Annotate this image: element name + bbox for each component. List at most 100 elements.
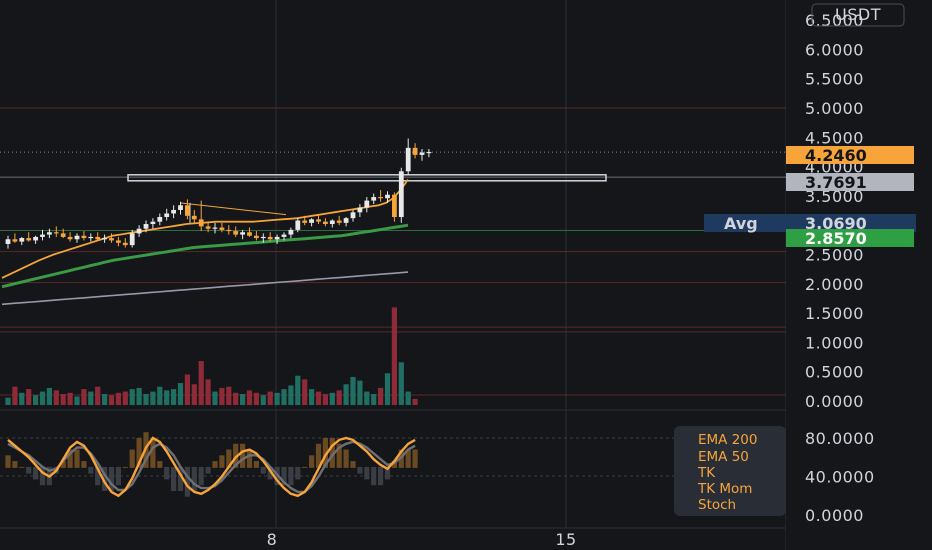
oscillator-histogram-bar — [219, 455, 225, 468]
price-tag-background — [786, 146, 914, 164]
oscillator-tick-label: 0.0000 — [805, 506, 864, 525]
volume-bar — [5, 397, 11, 405]
candle-body — [274, 236, 280, 240]
candle-body — [26, 238, 32, 241]
avg-tag-background — [704, 214, 916, 232]
oscillator-histogram-bar — [371, 466, 377, 486]
horizontal-levels — [0, 107, 786, 396]
candle-body — [53, 232, 59, 234]
candle-body — [398, 171, 404, 217]
candle-body — [205, 226, 211, 229]
currency-label[interactable]: USDT — [811, 3, 905, 27]
volume-bar — [378, 387, 384, 405]
candle-body — [267, 236, 273, 240]
volume-bar — [350, 376, 356, 405]
volume-bar — [219, 387, 225, 405]
oscillator-histogram-bar — [412, 449, 418, 468]
candle-body — [150, 221, 156, 225]
candle-body — [5, 239, 11, 244]
volume-bar — [102, 394, 108, 405]
volume-bar — [108, 395, 115, 405]
volume-bars — [5, 307, 418, 405]
volume-bar — [191, 384, 197, 405]
candle-body — [357, 207, 363, 213]
oscillator-histogram-bar — [88, 466, 94, 474]
candle-body — [67, 236, 73, 240]
oscillator-histogram-bar — [253, 461, 259, 468]
candle-body — [385, 194, 390, 199]
price-tick-label: 5.0000 — [805, 99, 864, 118]
volume-bar — [33, 395, 39, 405]
price-tick-label: 6.0000 — [805, 40, 864, 59]
oscillator-k-line — [7, 436, 416, 498]
oscillator-histogram-bar — [12, 461, 18, 468]
volume-bar — [302, 379, 308, 405]
candle-body — [198, 219, 204, 227]
indicator-legend-item[interactable]: EMA 200 — [698, 432, 757, 448]
oscillator-histogram-bar — [81, 461, 87, 468]
candle-body — [129, 233, 135, 246]
volume-bar — [122, 391, 128, 405]
oscillator-histogram-bar — [302, 466, 308, 468]
candle-body — [40, 234, 45, 237]
oscillator-histogram-bar — [60, 461, 66, 468]
volume-bar — [184, 374, 190, 405]
candle-body — [254, 235, 259, 239]
volume-bar — [164, 390, 170, 405]
price-tag-value: 2.8570 — [805, 229, 867, 248]
volume-bar — [136, 387, 142, 405]
candle-body — [371, 197, 377, 201]
currency-text: USDT — [835, 5, 881, 24]
price-tag-background — [786, 173, 914, 191]
oscillator-histogram-bar — [357, 466, 363, 474]
price-tick-label: 4.5000 — [805, 128, 864, 147]
oscillator-histogram-bar — [405, 449, 411, 468]
price-tick-label: 0.0000 — [805, 392, 864, 411]
price-tick-label: 1.0000 — [805, 333, 864, 352]
candle-body — [12, 239, 18, 242]
oscillator-histogram-bar — [67, 449, 73, 468]
candles — [5, 138, 432, 249]
indicator-legend-item[interactable]: TK Mom — [697, 481, 752, 497]
volume-bar — [391, 307, 397, 405]
oscillator-histogram-bar — [329, 438, 335, 468]
oscillator-tick-label: 80.0000 — [805, 429, 875, 448]
candle-body — [95, 236, 101, 240]
oscillator-histogram-bar — [136, 438, 142, 468]
indicator-legend-item[interactable]: TK — [697, 465, 716, 481]
volume-bar — [343, 384, 349, 405]
candle-body — [316, 219, 321, 222]
volume-bar — [26, 389, 32, 405]
price-tag-value: 3.0690 — [805, 214, 867, 233]
candle-body — [136, 228, 142, 234]
oscillator-histogram-bar — [350, 461, 356, 468]
volume-bar — [88, 391, 94, 405]
indicator-legend-item[interactable]: EMA 50 — [698, 449, 749, 465]
candle-body — [74, 235, 80, 240]
volume-bar — [60, 394, 66, 405]
candle-body — [247, 232, 252, 236]
oscillator-histogram-bar — [39, 466, 46, 486]
price-tick-label: 5.5000 — [805, 70, 864, 89]
candle-body — [323, 221, 328, 225]
volume-bar — [46, 387, 52, 405]
indicator-legend-item[interactable]: Stoch — [698, 497, 736, 513]
volume-bar — [81, 389, 87, 405]
oscillator-histogram-bar — [212, 461, 218, 468]
oscillator-histogram-bar — [364, 466, 370, 480]
price-tag-value: 3.7691 — [805, 173, 867, 192]
legend-background — [674, 426, 786, 516]
candle-body — [309, 219, 314, 223]
candle-body — [336, 220, 342, 223]
price-tick-label: 3.5000 — [805, 187, 864, 206]
candle-body — [295, 220, 301, 230]
candle-body — [109, 238, 114, 241]
price-tick-label: 2.0000 — [805, 275, 864, 294]
candle-body — [412, 147, 418, 155]
candle-body — [281, 234, 287, 237]
volume-bar — [412, 398, 418, 405]
time-tick-label: 15 — [555, 530, 576, 549]
